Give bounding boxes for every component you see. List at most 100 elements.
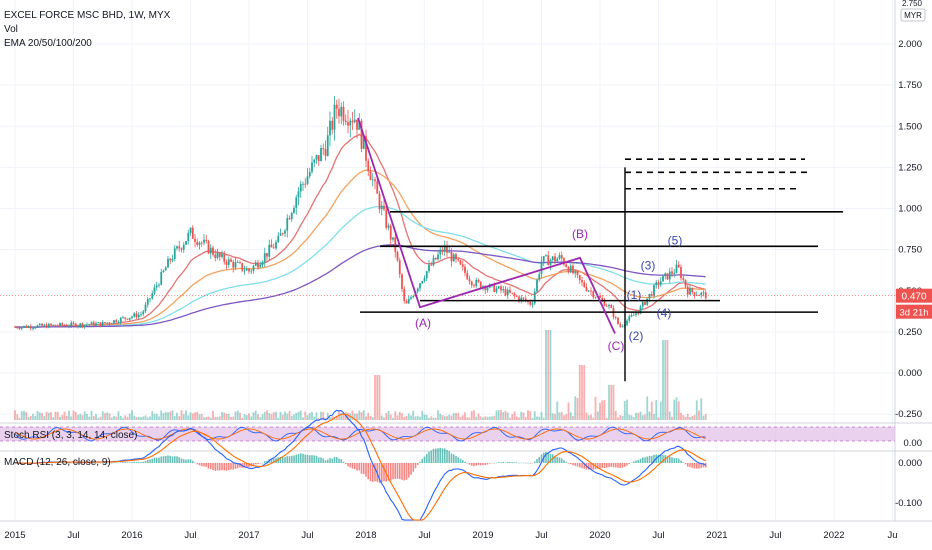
volume-bar [675, 397, 678, 420]
macd-histogram-bar [252, 463, 255, 466]
volume-bar [522, 412, 525, 420]
candle-body [576, 271, 579, 275]
macd-histogram-bar [506, 462, 509, 463]
candle-body [650, 293, 653, 296]
volume-bar [218, 416, 221, 420]
volume-bar [104, 413, 106, 420]
candle-body [405, 301, 408, 304]
volume-bar [180, 410, 183, 420]
volume-bar [398, 411, 401, 420]
macd-histogram-bar [477, 463, 480, 466]
candle-body [648, 293, 651, 299]
macd-histogram-bar [227, 463, 230, 471]
macd-histogram-bar [576, 463, 579, 467]
macd-histogram-bar [482, 463, 484, 465]
macd-histogram-bar [380, 463, 383, 483]
macd-histogram-bar [475, 463, 478, 466]
volume-bar [358, 410, 361, 420]
macd-histogram-bar [167, 455, 169, 463]
candle-body [113, 320, 115, 324]
volume-bar [313, 416, 316, 420]
volume-bar [324, 417, 327, 420]
volume-bar [95, 414, 97, 420]
macd-histogram-bar [243, 463, 246, 468]
macd-histogram-bar [608, 463, 610, 468]
candle-body [191, 227, 194, 239]
volume-bar [374, 375, 376, 420]
candle-body [520, 297, 523, 301]
volume-bar [236, 410, 239, 420]
candle-body [97, 322, 100, 324]
volume-bar [173, 416, 176, 420]
volume-bar [612, 385, 615, 420]
candle-body [234, 262, 237, 268]
volume-bar [569, 412, 572, 420]
volume-bar [430, 416, 433, 420]
candle-body [673, 272, 676, 274]
macd-histogram-bar [644, 457, 646, 463]
candle-body [664, 273, 667, 276]
macd-histogram-bar [529, 463, 532, 464]
volume-legend[interactable]: Vol [4, 24, 18, 35]
volume-bar [227, 413, 230, 420]
y-tick-label: 1.000 [898, 204, 922, 215]
macd-histogram-bar [81, 463, 84, 464]
candle-body [486, 287, 489, 291]
macd-histogram-bar [191, 460, 194, 463]
symbol-title[interactable]: EXCEL FORCE MSC BHD, 1W, MYX [4, 10, 171, 21]
volume-bar [268, 413, 271, 420]
candle-body [214, 254, 217, 258]
candle-body [432, 257, 435, 266]
volume-bar [331, 416, 334, 420]
macd-histogram-bar [349, 463, 352, 468]
macd-histogram-bar [572, 463, 574, 466]
y-tick-label: 0.000 [898, 368, 922, 379]
volume-bar [164, 411, 167, 420]
volume-bar [502, 412, 505, 420]
volume-bar [187, 415, 190, 420]
candle-body [522, 297, 525, 299]
macd-histogram-bar [421, 458, 424, 463]
candle-body [122, 317, 124, 319]
volume-bar [572, 415, 574, 420]
macd-histogram-bar [495, 462, 498, 464]
candle-body [344, 120, 347, 123]
volume-bar [479, 416, 482, 420]
candle-body [527, 301, 529, 302]
volume-bar [423, 414, 426, 420]
volume-bar [466, 417, 469, 420]
candle-body [290, 212, 293, 220]
volume-bar [693, 414, 696, 420]
macd-histogram-bar [353, 463, 356, 470]
volume-bar [25, 411, 28, 420]
volume-bar [279, 411, 282, 420]
macd-histogram-bar [171, 456, 174, 463]
stoch-rsi-legend[interactable]: Stoch RSI (3, 3, 14, 14, close) [4, 430, 138, 441]
candle-body [169, 258, 172, 261]
macd-histogram-bar [272, 458, 275, 463]
macd-histogram-bar [223, 463, 226, 471]
volume-bar [527, 410, 529, 420]
volume-bar [119, 415, 122, 420]
volume-bar [142, 416, 145, 420]
candle-body [533, 291, 536, 304]
candle-body [446, 245, 448, 253]
volume-bar [623, 400, 626, 420]
volume-bar [335, 415, 338, 420]
macd-histogram-bar [560, 458, 563, 463]
macd-histogram-bar [113, 462, 115, 464]
candle-body [241, 263, 244, 271]
volume-bar [252, 412, 255, 420]
ema-legend[interactable]: EMA 20/50/100/200 [4, 38, 92, 49]
macd-histogram-bar [468, 463, 471, 465]
macd-legend[interactable]: MACD (12, 26, close, 9) [4, 457, 111, 468]
candle-body [155, 285, 158, 288]
volume-bar [635, 412, 637, 420]
volume-bar [524, 417, 527, 420]
macd-histogram-bar [86, 463, 88, 464]
macd-histogram-bar [470, 463, 473, 466]
macd-histogram-bar [673, 458, 676, 463]
candle-body [223, 253, 226, 262]
candle-body [180, 248, 183, 250]
